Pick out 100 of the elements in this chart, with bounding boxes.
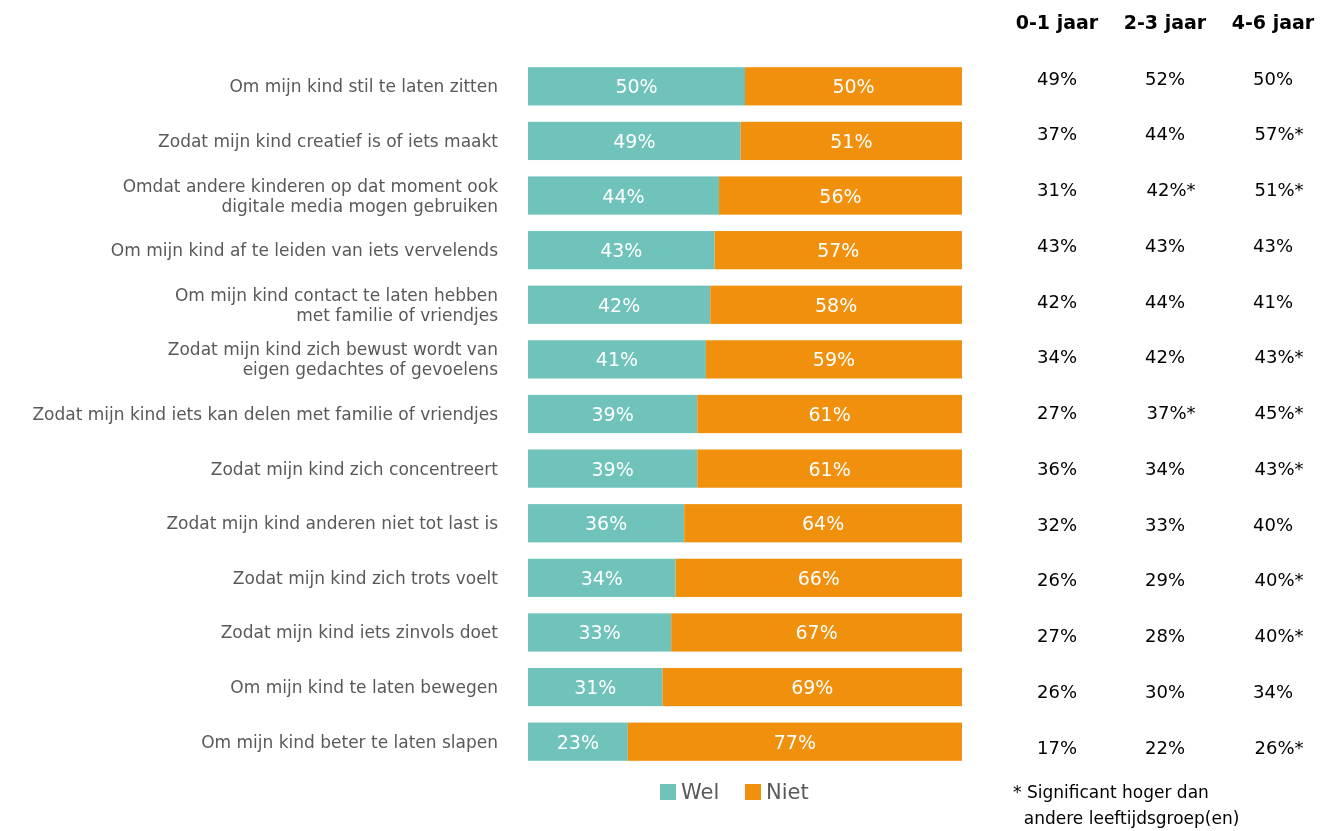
y-tick-label: Omdat andere kinderen op dat moment ook digitale media mogen gebruiken <box>122 175 499 216</box>
text: 42% <box>1036 290 1078 312</box>
bar <box>528 558 676 597</box>
bar <box>714 231 962 270</box>
text: 17% <box>1036 736 1078 758</box>
text: 51%* <box>1254 179 1304 200</box>
data-label: 33% <box>578 621 621 644</box>
bar <box>710 285 962 324</box>
data-label: 43% <box>600 239 643 262</box>
bar <box>627 722 962 761</box>
text: 31% <box>1036 179 1078 200</box>
text: 30% <box>1144 680 1186 702</box>
text: 26% <box>1036 680 1078 702</box>
category-label: 2-3 jaar <box>1123 11 1207 33</box>
y-tick-label: Om mijn kind te laten bewegen <box>230 677 498 698</box>
legend-label: Niet <box>766 780 809 804</box>
text: 34% <box>1144 457 1186 479</box>
bar <box>697 394 962 434</box>
text: 42%* <box>1146 179 1196 200</box>
bar <box>528 504 685 543</box>
text: 41% <box>1252 290 1294 312</box>
data-label: 51% <box>830 129 873 152</box>
data-label: 50% <box>615 75 658 98</box>
text: 28% <box>1144 625 1186 646</box>
bar <box>671 613 962 652</box>
bar <box>528 722 628 761</box>
bar <box>718 176 962 215</box>
data-label: 41% <box>595 348 639 371</box>
data-label: 23% <box>556 730 600 753</box>
data-label: 50% <box>832 75 875 98</box>
text: 26%* <box>1254 736 1304 758</box>
bar <box>528 231 715 270</box>
data-label: 39% <box>591 403 634 425</box>
bar <box>697 449 962 488</box>
text: 36% <box>1036 457 1078 479</box>
data-label: 34% <box>580 566 623 589</box>
y-tick-label: Om mijn kind af te leiden van iets vervelends <box>110 240 499 261</box>
category-label: 0-1 jaar <box>1015 11 1099 33</box>
y-tick-label: Zodat mijn kind zich trots voelt <box>232 567 499 588</box>
data-label: 42% <box>598 293 641 316</box>
text: 44% <box>1144 123 1186 145</box>
bar <box>705 340 962 379</box>
bar <box>528 394 698 434</box>
data-label: 44% <box>602 184 645 207</box>
text: 45%* <box>1254 402 1304 423</box>
data-label: 67% <box>795 621 838 644</box>
bar <box>684 504 962 543</box>
data-label: 61% <box>808 457 851 480</box>
data-label: 59% <box>812 348 856 371</box>
y-tick-label: Zodat mijn kind anderen niet tot last is <box>166 513 499 534</box>
text: 22% <box>1144 736 1186 758</box>
text: 42% <box>1144 346 1186 368</box>
text: 34% <box>1252 680 1294 702</box>
text: * Significant hoger dan andere leeftijdsgroep(en) <box>1013 782 1240 828</box>
bar <box>740 121 962 161</box>
data-label: 61% <box>808 403 851 425</box>
text: 32% <box>1036 513 1078 535</box>
text: 57%* <box>1254 123 1304 145</box>
bar <box>528 121 741 161</box>
bar <box>745 67 962 106</box>
text: 40%* <box>1254 569 1304 591</box>
y-tick-label: Zodat mijn kind iets zinvols doet <box>220 622 499 643</box>
data-label: 64% <box>802 512 845 535</box>
y-tick-label: Om mijn kind contact te laten hebben met familie of vriendjes <box>174 284 499 325</box>
data-label: 57% <box>817 239 860 262</box>
data-label: 49% <box>613 129 656 152</box>
text: 34% <box>1036 346 1078 368</box>
data-label: 66% <box>797 566 840 589</box>
data-label: 39% <box>591 457 634 480</box>
text: 44% <box>1144 290 1186 312</box>
bar <box>528 340 706 379</box>
y-tick-label: Zodat mijn kind iets kan delen met familie of vriendjes <box>32 404 499 424</box>
text: 29% <box>1144 569 1186 591</box>
text: 43% <box>1144 234 1186 256</box>
y-tick-label: Om mijn kind stil te laten zitten <box>229 76 498 97</box>
data-label: 77% <box>773 730 817 753</box>
text: 43%* <box>1254 346 1304 368</box>
bar <box>662 667 962 707</box>
text: 50% <box>1252 67 1294 89</box>
text: 27% <box>1036 625 1078 646</box>
text: 49% <box>1036 67 1078 89</box>
data-label: 36% <box>585 512 628 535</box>
y-tick-label: Zodat mijn kind zich bewust wordt van eigen gedachtes of gevoelens <box>167 339 499 380</box>
bar <box>528 667 663 707</box>
text: 37% <box>1036 123 1078 145</box>
text: 43%* <box>1254 457 1304 479</box>
text: 27% <box>1036 402 1078 423</box>
y-tick-label: Zodat mijn kind creatief is of iets maakt <box>158 130 499 151</box>
bar <box>528 613 672 652</box>
legend-label: Wel <box>681 780 720 804</box>
bar <box>528 67 745 106</box>
y-tick-label: Om mijn kind beter te laten slapen <box>201 731 498 752</box>
data-label: 69% <box>791 676 834 699</box>
text: 37%* <box>1146 402 1196 423</box>
data-label: 56% <box>819 184 862 207</box>
category-label: 4-6 jaar <box>1231 11 1315 33</box>
text: 33% <box>1144 513 1186 535</box>
text: 40%* <box>1254 625 1304 646</box>
text: 52% <box>1144 67 1186 89</box>
text: 43% <box>1252 234 1294 256</box>
